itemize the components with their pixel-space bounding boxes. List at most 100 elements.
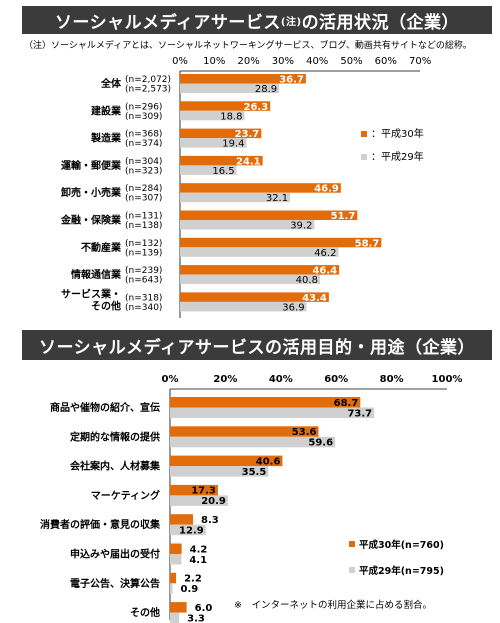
bar-h29: [170, 583, 173, 594]
data-label-h29: 19.4: [222, 139, 244, 150]
n-count-h29: (n=374): [125, 139, 162, 149]
data-label-h30: 51.7: [331, 211, 356, 222]
bar-h30: [180, 237, 382, 248]
x-tick-label: 80%: [380, 374, 404, 385]
category-label: 全体: [100, 77, 122, 90]
data-label-h30: 17.3: [191, 486, 216, 497]
x-tick-label: 100%: [432, 374, 463, 385]
bar-h30: [170, 455, 283, 467]
data-label-h30: 23.7: [235, 129, 260, 140]
top-title-main: ソーシャルメディアサービス: [54, 12, 281, 33]
bar-h30: [170, 514, 193, 525]
category-label: 情報通信業: [71, 268, 122, 281]
data-label-h30: 46.4: [312, 266, 337, 277]
bar-h30: [180, 210, 358, 220]
category-label: 商品や催物の紹介、宣伝: [50, 401, 160, 414]
data-label-h29: 28.9: [255, 84, 277, 95]
data-label-h30: 36.7: [279, 75, 304, 86]
legend-label-h30: 平成30年(n=760): [359, 539, 444, 551]
bar-h29: [180, 247, 339, 257]
bar-h29: [180, 274, 320, 285]
x-tick-label: 30%: [272, 56, 294, 67]
n-count-h29: (n=643): [125, 276, 162, 286]
category-label: 申込みや届出の受付: [70, 548, 160, 561]
legend-swatch-h30: [361, 131, 367, 137]
category-label: 会社案内、人材募集: [70, 460, 161, 473]
legend-swatch-h29: [361, 154, 367, 160]
bar-h30: [180, 74, 306, 84]
data-label-h29: 20.9: [201, 496, 226, 507]
bar-h29: [170, 495, 228, 506]
category-label: 消費者の評価・意見の収集: [40, 518, 161, 531]
data-label-h29: 3.3: [187, 613, 205, 623]
bar-h30: [170, 543, 182, 554]
industry-usage-chart: 0% 10% 20% 30% 40% 50% 60% 70% 36.728.9 全体 (n=2,07…: [60, 56, 431, 318]
top-title-note-mark: (注): [280, 16, 302, 28]
data-label-h30: 26.3: [244, 102, 269, 113]
data-label-h29: 12.9: [179, 526, 204, 537]
bar-h30: [180, 155, 263, 166]
data-label-h29: 16.5: [212, 166, 234, 177]
x-tick-label: 20%: [213, 374, 237, 385]
n-count-h30: (n=304): [125, 157, 162, 167]
data-label-h30: 46.9: [314, 184, 339, 195]
bar-h30: [170, 426, 319, 437]
data-label-h30: 2.2: [184, 574, 202, 585]
category-label: サービス業・: [61, 287, 121, 300]
data-label-h29: 0.9: [180, 584, 198, 595]
x-tick-label: 60%: [375, 56, 397, 67]
data-label-h30: 8.3: [201, 515, 219, 526]
bar-h30: [170, 397, 361, 408]
category-label: 不動産業: [81, 241, 122, 254]
n-count-h29: (n=138): [125, 221, 162, 231]
bar-h30: [170, 484, 218, 496]
bar-h29: [180, 138, 247, 148]
n-count-h29: (n=323): [125, 166, 162, 176]
bar-h29: [180, 165, 237, 175]
bar-h29: [180, 301, 307, 312]
bar-h30: [170, 572, 177, 584]
bar-h30: [180, 265, 340, 275]
data-label-h30: 40.6: [256, 456, 281, 467]
data-label-h29: 40.8: [296, 275, 318, 286]
data-label-h29: 73.7: [347, 408, 372, 419]
bar-h30: [180, 101, 271, 111]
bar-h29: [170, 612, 180, 623]
n-count-h30: (n=284): [125, 184, 162, 194]
n-count-h30: (n=132): [125, 239, 162, 249]
bar-h29: [180, 220, 315, 230]
n-count-h29: (n=2,573): [125, 85, 171, 95]
n-count-h30: (n=368): [125, 130, 162, 140]
x-tick-label: 50%: [340, 56, 362, 67]
category-label: 金融・保険業: [60, 214, 122, 227]
data-label-h29: 35.5: [242, 467, 267, 478]
data-label-h29: 4.1: [189, 555, 207, 566]
legend-swatch-h29: [349, 567, 355, 573]
n-count-h30: (n=296): [125, 102, 162, 112]
bar-h29: [170, 407, 375, 418]
top-chart-title: ソーシャルメディアサービス (注) の活用状況（企業）: [22, 6, 492, 34]
legend-label-h30: ：平成30年: [371, 127, 424, 140]
legend-label-h29: ：平成29年: [371, 150, 424, 163]
data-label-h29: 46.2: [314, 248, 336, 259]
x-tick-label: 40%: [306, 56, 328, 67]
category-label: マーケティング: [91, 489, 160, 502]
data-label-h30: 58.7: [355, 238, 380, 249]
n-count-h29: (n=309): [125, 112, 162, 122]
data-label-h29: 36.9: [282, 302, 304, 313]
category-label: 卸売・小売業: [61, 186, 122, 199]
n-count-h30: (n=239): [125, 266, 162, 276]
bottom-chart-title: ソーシャルメディアサービスの活用目的・用途（企業）: [22, 330, 492, 360]
legend-label-h29: 平成29年(n=795): [359, 565, 444, 577]
x-tick-label: 10%: [203, 56, 225, 67]
legend-swatch-h30: [349, 541, 355, 547]
bar-h29: [180, 192, 291, 203]
category-label: その他: [130, 606, 160, 619]
bar-h29: [170, 436, 336, 448]
x-tick-label: 0%: [172, 56, 188, 67]
data-label-h29: 59.6: [308, 438, 333, 449]
n-count-h29: (n=139): [125, 248, 162, 258]
bar-h30: [180, 183, 341, 193]
definition-note: （注）ソーシャルメディアとは、ソーシャルネットワーキングサービス、ブログ、動画共…: [24, 41, 472, 51]
bar-h30: [180, 128, 262, 139]
